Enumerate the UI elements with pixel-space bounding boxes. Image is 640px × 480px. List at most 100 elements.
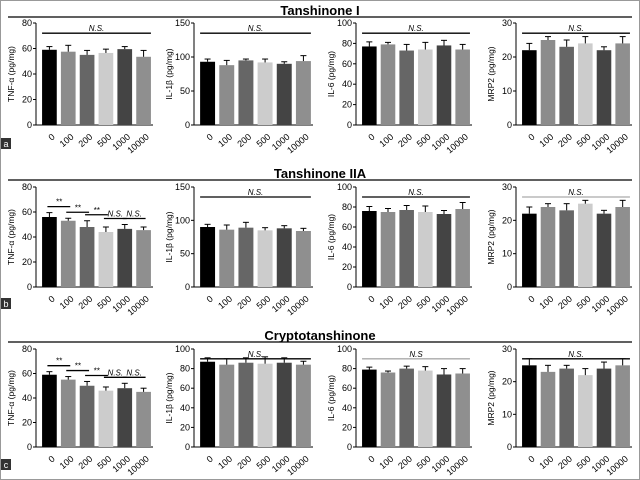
panel-label-box (1, 459, 11, 470)
bar (418, 212, 433, 287)
bar (578, 43, 593, 125)
y-tick-label: 20 (502, 215, 512, 225)
y-tick-label: 40 (342, 403, 352, 413)
y-axis-label: MRP2 (pg/mg) (486, 209, 496, 264)
y-tick-label: 20 (342, 422, 352, 432)
bar (596, 213, 612, 287)
y-tick-label: 80 (180, 364, 190, 374)
y-tick-label: 0 (185, 282, 190, 292)
x-tick-label: 0 (526, 294, 536, 305)
bar (455, 209, 470, 287)
bar (117, 388, 133, 447)
bar (522, 50, 537, 126)
bar (200, 61, 216, 125)
y-tick-label: 100 (175, 52, 190, 62)
bar (276, 228, 292, 287)
y-tick-label: 40 (22, 232, 32, 242)
bar (238, 362, 254, 447)
bar (257, 62, 273, 125)
significance-label: N.S. (408, 24, 424, 33)
significance-label: N.S. (568, 188, 584, 197)
significance-label: ** (93, 366, 100, 375)
panel-label: c (4, 460, 9, 470)
significance-label: N.S. (89, 24, 105, 33)
y-tick-label: 40 (342, 242, 352, 252)
bar (98, 390, 114, 447)
y-tick-label: 100 (337, 18, 352, 28)
y-tick-label: 30 (502, 18, 512, 28)
bar (615, 365, 630, 447)
y-tick-label: 10 (502, 86, 512, 96)
y-tick-label: 60 (22, 369, 32, 379)
panel-label: a (3, 139, 8, 149)
y-tick-label: 0 (27, 442, 32, 452)
bar (276, 63, 292, 125)
y-axis-label: IL-1β (pg/mg) (164, 211, 174, 262)
y-tick-label: 20 (502, 52, 512, 62)
y-tick-label: 60 (342, 222, 352, 232)
bar (559, 46, 574, 125)
bar (60, 379, 76, 447)
bar (257, 230, 273, 287)
y-tick-label: 20 (502, 377, 512, 387)
y-tick-label: 20 (342, 262, 352, 272)
y-tick-label: 80 (342, 364, 352, 374)
significance-label: N.S. (408, 188, 424, 197)
bar (79, 227, 95, 287)
y-tick-label: 0 (507, 442, 512, 452)
panel-label-box (1, 298, 11, 309)
bar (596, 50, 612, 126)
x-tick-label: 0 (366, 294, 376, 305)
bar (98, 52, 114, 125)
significance-label: ** (75, 362, 82, 371)
bar (362, 369, 377, 447)
bar (276, 362, 292, 447)
bar (60, 51, 76, 125)
bar (615, 207, 630, 287)
row-title: Tanshinone I (280, 3, 359, 18)
bar (540, 40, 556, 125)
bar (436, 374, 452, 447)
y-tick-label: 0 (347, 442, 352, 452)
bar (455, 49, 470, 125)
row-b: Tanshinone IIA b (1, 166, 632, 309)
y-tick-label: 20 (22, 418, 32, 428)
y-tick-label: 0 (27, 120, 32, 130)
row-title: Cryptotanshinone (264, 328, 375, 343)
y-tick-label: 80 (342, 202, 352, 212)
y-tick-label: 80 (22, 18, 32, 28)
y-axis-label: MRP2 (pg/mg) (486, 370, 496, 425)
y-axis-label: TNF-α (pg/mg) (6, 46, 16, 102)
bar (559, 210, 574, 287)
y-tick-label: 60 (22, 44, 32, 54)
y-tick-label: 60 (342, 59, 352, 69)
significance-label: ** (93, 206, 100, 215)
bar (362, 211, 377, 287)
bar (295, 231, 311, 287)
y-tick-label: 20 (22, 257, 32, 267)
bar (380, 212, 396, 287)
row-a: Tanshinone I a (1, 3, 632, 149)
y-tick-label: 60 (22, 207, 32, 217)
y-axis-label: IL-6 (pg/mg) (326, 51, 336, 97)
y-tick-label: 40 (342, 79, 352, 89)
y-axis-label: TNF-α (pg/mg) (6, 209, 16, 265)
significance-label: N.S. (248, 350, 264, 359)
bar (540, 371, 556, 447)
bar (200, 227, 216, 287)
y-tick-label: 100 (175, 215, 190, 225)
bar (238, 60, 254, 125)
y-axis-label: IL-1β (pg/mg) (164, 48, 174, 99)
bar (136, 230, 151, 287)
y-tick-label: 80 (22, 344, 32, 354)
significance-label: ** (56, 357, 63, 366)
x-tick-label: 0 (526, 454, 536, 465)
x-tick-label: 0 (46, 454, 56, 465)
y-tick-label: 20 (22, 95, 32, 105)
bar (42, 49, 57, 125)
panel-label-box (1, 138, 11, 149)
